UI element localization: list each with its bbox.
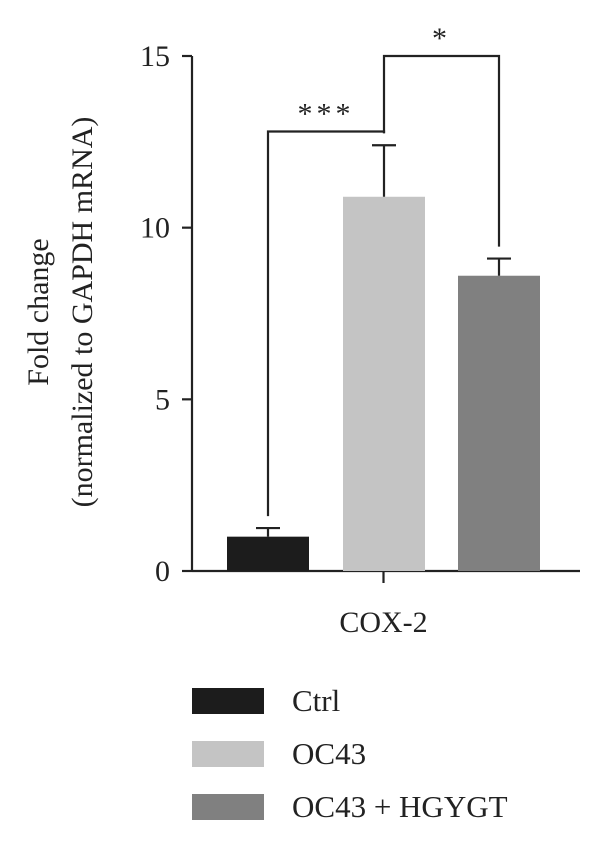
- y-axis-label-line2: (normalized to GAPDH mRNA): [66, 117, 99, 508]
- significance-bracket: [382, 54, 501, 247]
- bar: [343, 196, 425, 571]
- x-axis: COX-2: [192, 569, 580, 639]
- legend-label: OC43: [292, 736, 366, 771]
- y-tick-label: 5: [155, 383, 170, 416]
- legend-swatch: [192, 741, 264, 767]
- significance-label: *: [432, 22, 451, 55]
- significance-label: ***: [298, 98, 355, 131]
- y-axis-label-line1: Fold change: [22, 238, 55, 385]
- y-tick-label: 15: [140, 40, 170, 73]
- bar: [458, 275, 540, 571]
- significance-brackets: ****: [266, 22, 501, 517]
- y-axis-label: Fold change (normalized to GAPDH mRNA): [22, 117, 99, 508]
- bars: [227, 196, 540, 571]
- legend-swatch: [192, 688, 264, 714]
- legend-swatch: [192, 794, 264, 820]
- x-category-label: COX-2: [339, 606, 427, 639]
- error-bars: [256, 144, 511, 537]
- y-axis: 0 5 10 15: [140, 40, 194, 588]
- legend: Ctrl OC43 OC43 + HGYGT: [192, 683, 508, 824]
- legend-label: Ctrl: [292, 683, 340, 718]
- y-tick-label: 0: [155, 555, 170, 588]
- legend-label: OC43 + HGYGT: [292, 789, 508, 824]
- y-tick-label: 10: [140, 212, 170, 245]
- bar: [227, 536, 309, 571]
